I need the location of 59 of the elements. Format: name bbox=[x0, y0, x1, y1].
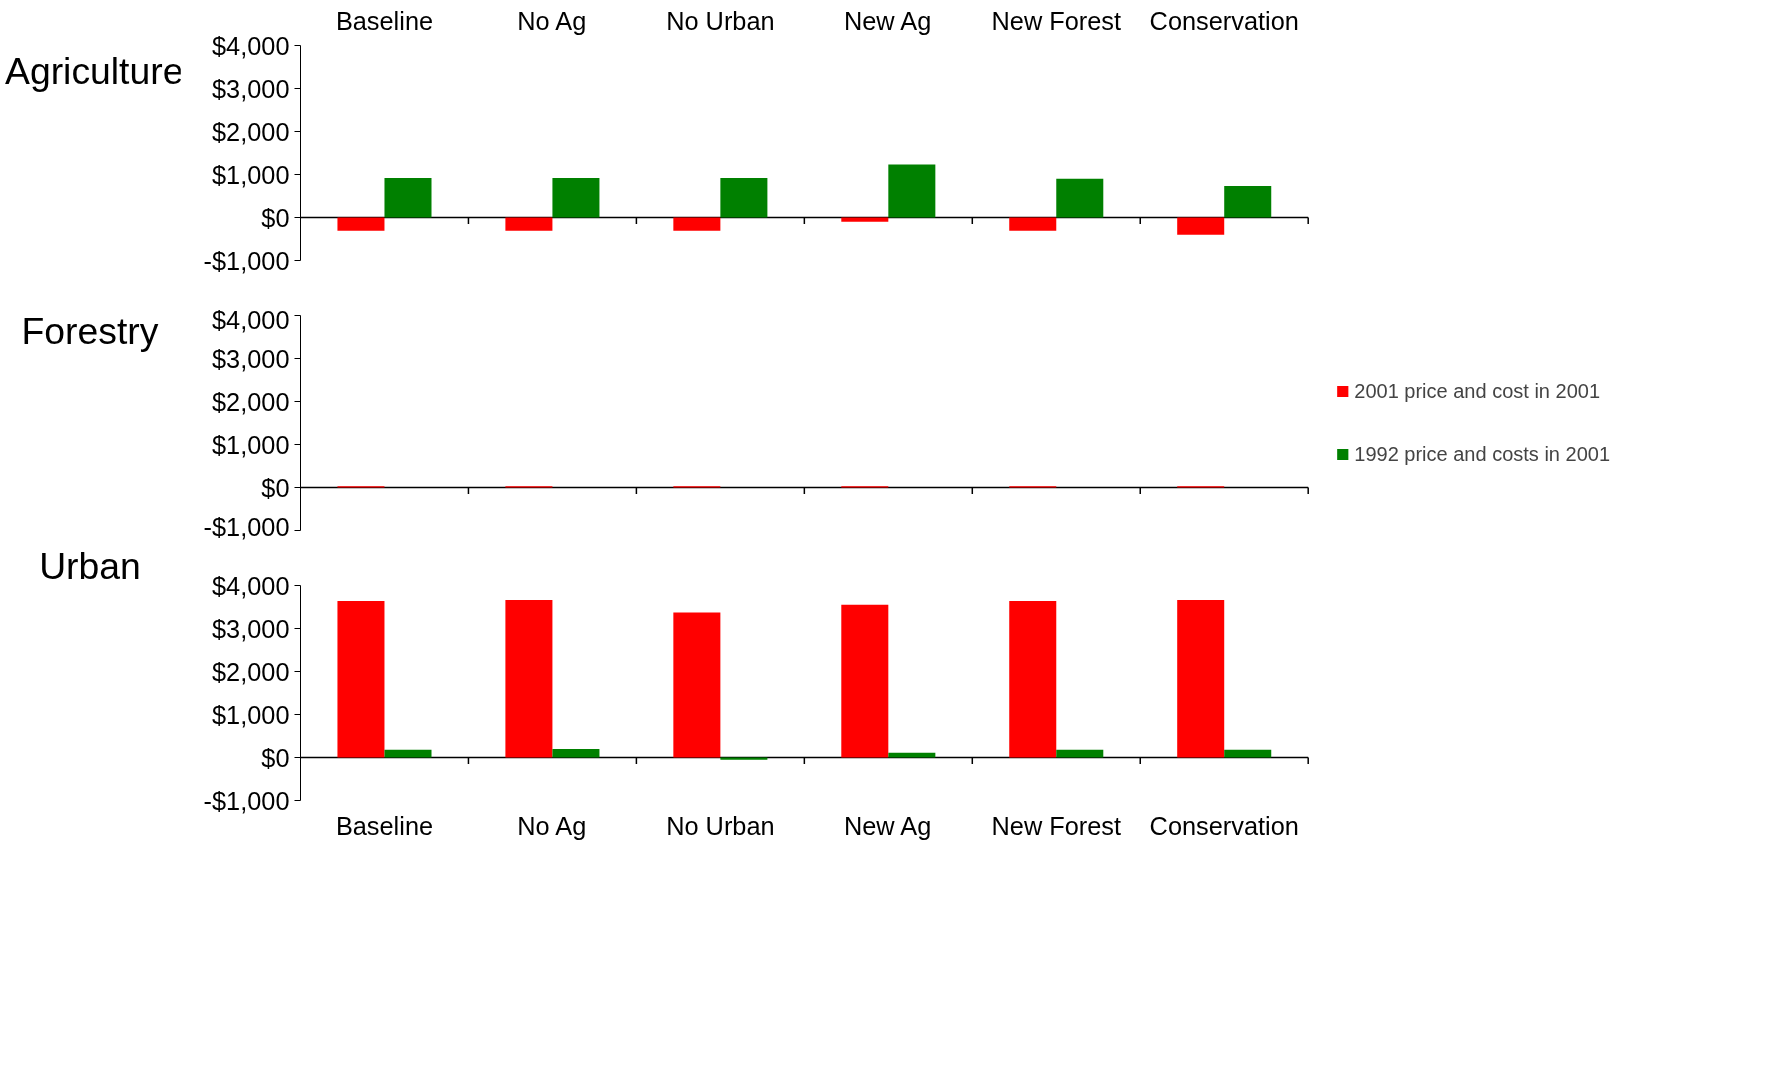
bar bbox=[720, 177, 768, 218]
bar bbox=[505, 217, 553, 231]
bar bbox=[1224, 186, 1272, 218]
bar bbox=[888, 752, 936, 758]
y-tick-label: $0 bbox=[261, 203, 290, 232]
y-tick-label: $1,000 bbox=[212, 160, 290, 189]
y-tick-label: $4,000 bbox=[212, 571, 290, 600]
bar bbox=[1056, 178, 1104, 218]
chart-title: Urban bbox=[39, 544, 141, 589]
bar bbox=[841, 604, 889, 758]
y-tick-label: $1,000 bbox=[212, 430, 290, 459]
x-tick-label: Conservation bbox=[1149, 6, 1299, 35]
x-tick-label: Conservation bbox=[1149, 811, 1299, 840]
bar bbox=[1177, 600, 1225, 758]
chart-title: Forestry bbox=[21, 309, 159, 354]
y-tick-label: $0 bbox=[261, 473, 290, 502]
y-tick-label: -$1,000 bbox=[203, 512, 290, 541]
y-tick-label: $3,000 bbox=[212, 74, 290, 103]
bar bbox=[505, 600, 553, 758]
y-tick-label: $1,000 bbox=[212, 700, 290, 729]
x-tick-label: No Ag bbox=[517, 6, 587, 35]
x-tick-label: New Ag bbox=[843, 6, 932, 35]
y-tick-label: $0 bbox=[261, 743, 290, 772]
bar bbox=[552, 748, 600, 758]
bar bbox=[552, 177, 600, 218]
bar bbox=[1177, 217, 1225, 235]
x-tick-label: New Ag bbox=[843, 811, 932, 840]
x-tick-label: No Urban bbox=[666, 6, 775, 35]
bar bbox=[1009, 600, 1057, 758]
bar bbox=[888, 164, 936, 218]
legend-label: 2001 price and cost in 2001 bbox=[1354, 379, 1600, 403]
bar bbox=[384, 177, 432, 218]
bar bbox=[673, 217, 721, 231]
x-tick-label: No Urban bbox=[666, 811, 775, 840]
x-tick-label: No Ag bbox=[517, 811, 587, 840]
x-tick-label: New Forest bbox=[991, 6, 1122, 35]
y-tick-label: -$1,000 bbox=[203, 246, 290, 275]
x-tick-label: New Forest bbox=[991, 811, 1122, 840]
bar bbox=[384, 749, 432, 758]
x-tick-label: Baseline bbox=[335, 811, 434, 840]
y-tick-label: -$1,000 bbox=[203, 786, 290, 815]
bar bbox=[337, 600, 385, 758]
y-tick-label: $2,000 bbox=[212, 657, 290, 686]
y-tick-label: $2,000 bbox=[212, 387, 290, 416]
bar bbox=[1056, 749, 1104, 758]
bar bbox=[337, 217, 385, 231]
x-tick-label: Baseline bbox=[335, 6, 434, 35]
y-tick-label: $3,000 bbox=[212, 344, 290, 373]
bar bbox=[841, 217, 889, 222]
bar bbox=[1224, 749, 1272, 758]
bar bbox=[673, 612, 721, 758]
bar bbox=[720, 757, 768, 760]
y-tick-label: $4,000 bbox=[212, 31, 290, 60]
y-tick-label: $4,000 bbox=[212, 305, 290, 334]
y-tick-label: $2,000 bbox=[212, 117, 290, 146]
y-tick-label: $3,000 bbox=[212, 614, 290, 643]
bar bbox=[1009, 217, 1057, 231]
legend-label: 1992 price and costs in 2001 bbox=[1354, 442, 1610, 466]
chart-title: Agriculture bbox=[5, 49, 184, 94]
